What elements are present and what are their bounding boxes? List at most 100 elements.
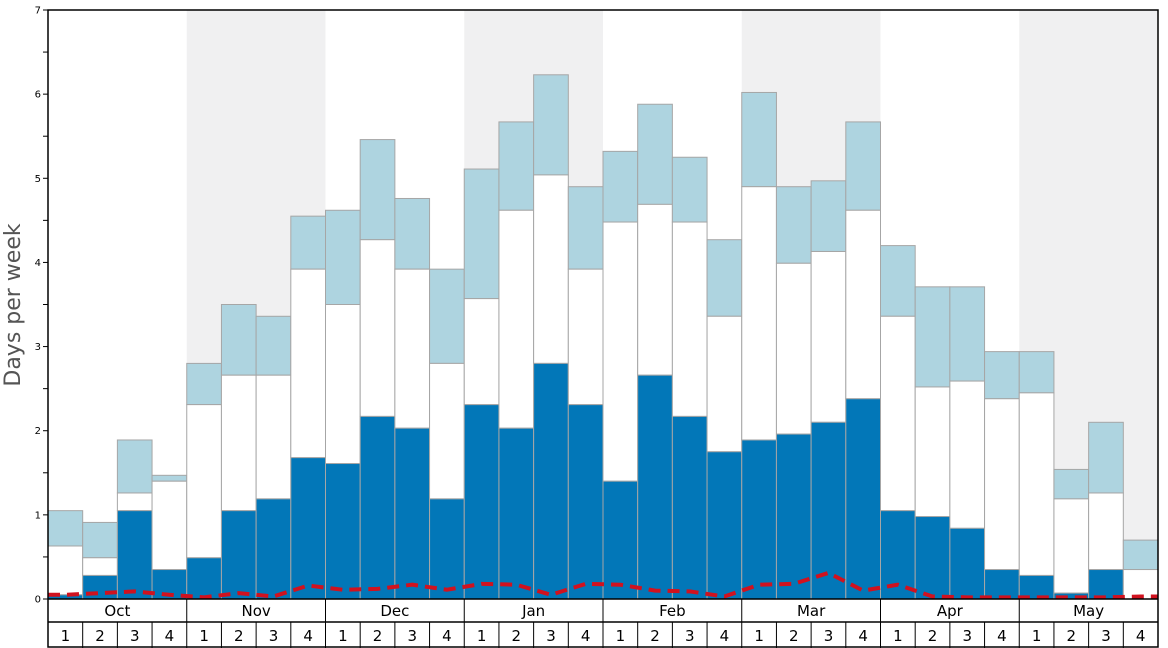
bar-upper-segment — [463, 168, 500, 300]
week-label: 1 — [754, 627, 764, 645]
bar-lower-segment — [567, 404, 604, 600]
bar-middle-segment — [359, 239, 396, 417]
week-label: 2 — [789, 627, 799, 645]
week-label: 3 — [962, 627, 972, 645]
week-label: 2 — [512, 627, 522, 645]
bar-lower-segment — [845, 398, 881, 600]
y-tick-label: 2 — [35, 426, 41, 437]
bar-upper-segment — [533, 74, 569, 176]
week-label: 4 — [581, 627, 591, 645]
bar-middle-segment — [741, 186, 777, 441]
bar-upper-segment — [1088, 421, 1124, 494]
bar-middle-segment — [567, 268, 604, 406]
bar-middle-segment — [914, 386, 951, 518]
bar-lower-segment — [359, 415, 396, 600]
bar-middle-segment — [325, 304, 361, 465]
bar-upper-segment — [151, 474, 188, 482]
bar-upper-segment — [567, 186, 604, 270]
bar-lower-segment — [533, 362, 569, 600]
bar-middle-segment — [706, 315, 743, 453]
week-label: 3 — [407, 627, 417, 645]
bar-middle-segment — [255, 374, 292, 500]
bar-upper-segment — [671, 156, 708, 223]
week-label: 3 — [1101, 627, 1111, 645]
y-tick-label: 3 — [35, 342, 41, 353]
week-label: 4 — [442, 627, 452, 645]
bar-lower-segment — [116, 510, 153, 600]
dashed-line-series — [48, 570, 1158, 600]
week-label: 1 — [616, 627, 626, 645]
bar-middle-segment — [429, 362, 465, 500]
month-label: Apr — [937, 602, 964, 620]
bar-lower-segment — [741, 439, 777, 600]
bar-lower-segment — [602, 480, 639, 600]
bar-upper-segment — [984, 351, 1020, 400]
week-label: 2 — [928, 627, 938, 645]
month-label: Mar — [797, 602, 826, 620]
week-label: 1 — [199, 627, 209, 645]
week-label: 3 — [824, 627, 834, 645]
bar-middle-segment — [949, 380, 986, 529]
bar-lower-segment — [775, 433, 812, 600]
week-label: 1 — [1032, 627, 1042, 645]
bar-middle-segment — [151, 480, 188, 571]
bar-upper-segment — [810, 180, 847, 252]
bar-lower-segment — [325, 463, 361, 600]
bar-middle-segment — [116, 492, 153, 512]
bar-lower-segment — [1088, 569, 1124, 600]
bar-upper-segment — [602, 150, 639, 223]
y-axis-label: Days per week — [1, 223, 26, 386]
bar-lower-segment — [186, 557, 222, 600]
week-label: 2 — [650, 627, 660, 645]
week-label: 3 — [546, 627, 556, 645]
bar-upper-segment — [498, 121, 535, 211]
bar-upper-segment — [1053, 468, 1090, 500]
y-tick-label: 1 — [35, 510, 41, 521]
bar-middle-segment — [880, 315, 916, 512]
bar-upper-segment — [429, 268, 465, 364]
bar-middle-segment — [533, 174, 569, 364]
bar-middle-segment — [637, 203, 673, 376]
week-label: 3 — [269, 627, 279, 645]
bar-middle-segment — [82, 557, 118, 576]
bar-upper-segment — [914, 286, 951, 388]
bar-middle-segment — [845, 209, 881, 400]
week-label: 1 — [477, 627, 487, 645]
week-label: 1 — [61, 627, 71, 645]
bar-lower-segment — [429, 498, 465, 600]
week-label: 4 — [165, 627, 175, 645]
week-label: 3 — [685, 627, 695, 645]
bar-lower-segment — [637, 374, 673, 600]
bar-middle-segment — [290, 268, 326, 459]
bar-lower-segment — [949, 527, 986, 600]
bar-middle-segment — [1053, 498, 1090, 594]
bar-upper-segment — [359, 139, 396, 241]
y-tick-label: 6 — [35, 90, 41, 101]
y-tick-label: 5 — [35, 174, 41, 185]
week-label: 1 — [893, 627, 903, 645]
bar-middle-segment — [984, 398, 1020, 571]
bar-middle-segment — [47, 545, 84, 596]
bar-middle-segment — [463, 298, 500, 406]
bar-middle-segment — [810, 250, 847, 423]
week-label: 4 — [1136, 627, 1146, 645]
month-label: Nov — [241, 602, 270, 620]
week-label: 2 — [1067, 627, 1077, 645]
bar-upper-segment — [880, 245, 916, 317]
bar-middle-segment — [1088, 492, 1124, 571]
y-tick-label: 4 — [35, 258, 41, 269]
month-label: Dec — [380, 602, 409, 620]
week-label: 2 — [95, 627, 105, 645]
week-label: 4 — [997, 627, 1007, 645]
bar-upper-segment — [82, 521, 118, 559]
bar-lower-segment — [463, 404, 500, 600]
bar-middle-segment — [394, 268, 431, 429]
bar-lower-segment — [498, 427, 535, 600]
bar-upper-segment — [220, 304, 257, 376]
month-label: Oct — [104, 602, 130, 620]
bar-series — [47, 74, 1159, 600]
bar-lower-segment — [255, 498, 292, 600]
week-label: 4 — [720, 627, 730, 645]
